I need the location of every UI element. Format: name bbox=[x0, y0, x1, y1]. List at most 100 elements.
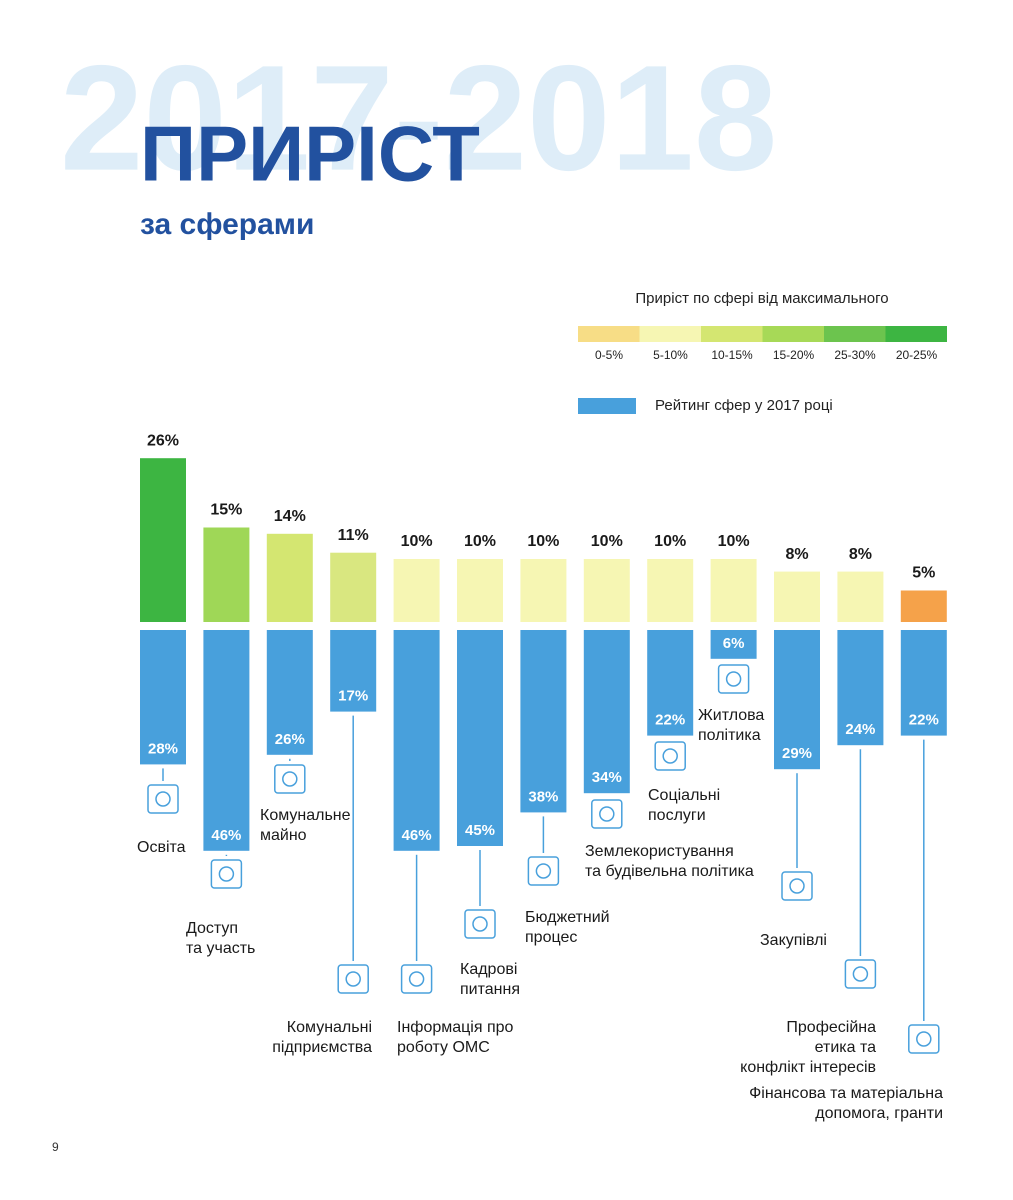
rating-bar bbox=[266, 630, 313, 755]
legend-swatch bbox=[762, 326, 824, 342]
growth-label: 10% bbox=[527, 533, 559, 550]
page-number: 9 bbox=[52, 1140, 59, 1154]
growth-label: 10% bbox=[401, 533, 433, 550]
category-label: Комунальне майно bbox=[260, 807, 351, 844]
rating-label: 45% bbox=[465, 822, 495, 839]
category-label: Землекористування та будівельна політика bbox=[585, 843, 754, 880]
rating-bar bbox=[837, 630, 884, 746]
icon bbox=[591, 799, 623, 829]
rating-label: 22% bbox=[909, 712, 939, 729]
legend-swatch bbox=[578, 398, 636, 414]
subtitle: за сферами bbox=[140, 208, 314, 241]
icon-detail bbox=[916, 1031, 932, 1047]
growth-bar bbox=[520, 559, 567, 622]
growth-bar bbox=[140, 458, 186, 622]
background-title: 2017-2018 bbox=[60, 34, 777, 202]
icon bbox=[210, 859, 243, 889]
category-label: Бюджетний процес bbox=[525, 909, 610, 946]
growth-bar bbox=[900, 590, 947, 622]
growth-label: 15% bbox=[210, 502, 242, 519]
rating-label: 46% bbox=[211, 827, 241, 844]
rating-bar bbox=[583, 630, 630, 794]
rating-bar bbox=[647, 630, 694, 736]
category-label: Житлова політика bbox=[698, 707, 765, 744]
category-label: Кадрові питання bbox=[460, 961, 520, 998]
growth-bar bbox=[266, 533, 313, 622]
rating-bar bbox=[330, 630, 377, 712]
growth-label: 10% bbox=[718, 533, 750, 550]
icon-detail bbox=[345, 971, 361, 987]
rating-label: 28% bbox=[148, 740, 178, 757]
rating-bar bbox=[140, 630, 186, 765]
rating-bar bbox=[774, 630, 820, 770]
title: ПРИРІСТ bbox=[140, 110, 480, 198]
legend-swatch bbox=[824, 326, 886, 342]
icon-detail bbox=[662, 748, 678, 764]
growth-label: 14% bbox=[274, 508, 306, 525]
category-label: Соціальні послуги bbox=[648, 787, 721, 824]
icon-detail bbox=[789, 878, 805, 894]
growth-bar bbox=[393, 559, 440, 622]
icon bbox=[908, 1024, 940, 1054]
growth-bar bbox=[203, 527, 250, 622]
category-label: Фінансова та матеріальна допомога, грант… bbox=[749, 1085, 943, 1122]
growth-label: 8% bbox=[849, 546, 872, 563]
rating-bar bbox=[393, 630, 440, 851]
category-label: Професійна етика та конфлікт інтересів bbox=[740, 1019, 876, 1076]
rating-bar bbox=[710, 630, 757, 659]
icon bbox=[654, 741, 686, 771]
rating-bar bbox=[457, 630, 503, 846]
category-label: Закупівлі bbox=[760, 932, 827, 949]
icon bbox=[844, 959, 877, 989]
rating-label: 22% bbox=[655, 712, 685, 729]
rating-bar bbox=[203, 630, 250, 851]
growth-bar bbox=[583, 559, 630, 622]
growth-label: 8% bbox=[785, 546, 808, 563]
icon bbox=[781, 871, 813, 901]
rating-label: 34% bbox=[592, 769, 622, 786]
legend-swatch bbox=[885, 326, 947, 342]
legend-label: 5-10% bbox=[653, 348, 688, 362]
growth-bar bbox=[774, 571, 820, 622]
growth-label: 10% bbox=[654, 533, 686, 550]
icon-detail bbox=[852, 966, 869, 982]
icon-detail bbox=[725, 671, 742, 687]
rating-label: 46% bbox=[402, 827, 432, 844]
legend-label: Рейтинг сфер у 2017 році bbox=[655, 397, 833, 414]
rating-label: 38% bbox=[528, 788, 558, 805]
growth-bar bbox=[647, 559, 694, 622]
category-label: Інформація про роботу ОМС bbox=[397, 1019, 514, 1056]
growth-bar bbox=[457, 559, 503, 622]
icon bbox=[337, 964, 369, 994]
growth-label: 10% bbox=[464, 533, 496, 550]
legend-label: 10-15% bbox=[711, 348, 753, 362]
rating-label: 26% bbox=[275, 731, 305, 748]
growth-label: 10% bbox=[591, 533, 623, 550]
icon bbox=[147, 784, 179, 814]
icon-detail bbox=[218, 866, 235, 882]
legend-label: 15-20% bbox=[773, 348, 815, 362]
icon-detail bbox=[599, 806, 615, 822]
rating-label: 17% bbox=[338, 688, 368, 705]
icon-detail bbox=[535, 863, 552, 879]
icon-detail bbox=[472, 916, 488, 932]
icon bbox=[274, 764, 306, 794]
growth-label: 5% bbox=[912, 565, 935, 582]
growth-bar bbox=[710, 559, 757, 622]
legend-swatch bbox=[701, 326, 763, 342]
rating-label: 24% bbox=[845, 721, 875, 738]
legend-label: 20-25% bbox=[896, 348, 938, 362]
rating-bar bbox=[520, 630, 567, 813]
icon bbox=[717, 664, 750, 694]
category-label: Освіта bbox=[137, 839, 186, 856]
growth-label: 26% bbox=[147, 432, 179, 449]
rating-label: 6% bbox=[723, 635, 745, 652]
legend-swatch bbox=[578, 326, 640, 342]
icon bbox=[464, 909, 496, 939]
category-label: Доступ та участь bbox=[186, 920, 256, 957]
rating-label: 29% bbox=[782, 745, 812, 762]
growth-label: 11% bbox=[338, 527, 369, 544]
legend-title: Приріст по сфері від максимального bbox=[635, 290, 888, 307]
